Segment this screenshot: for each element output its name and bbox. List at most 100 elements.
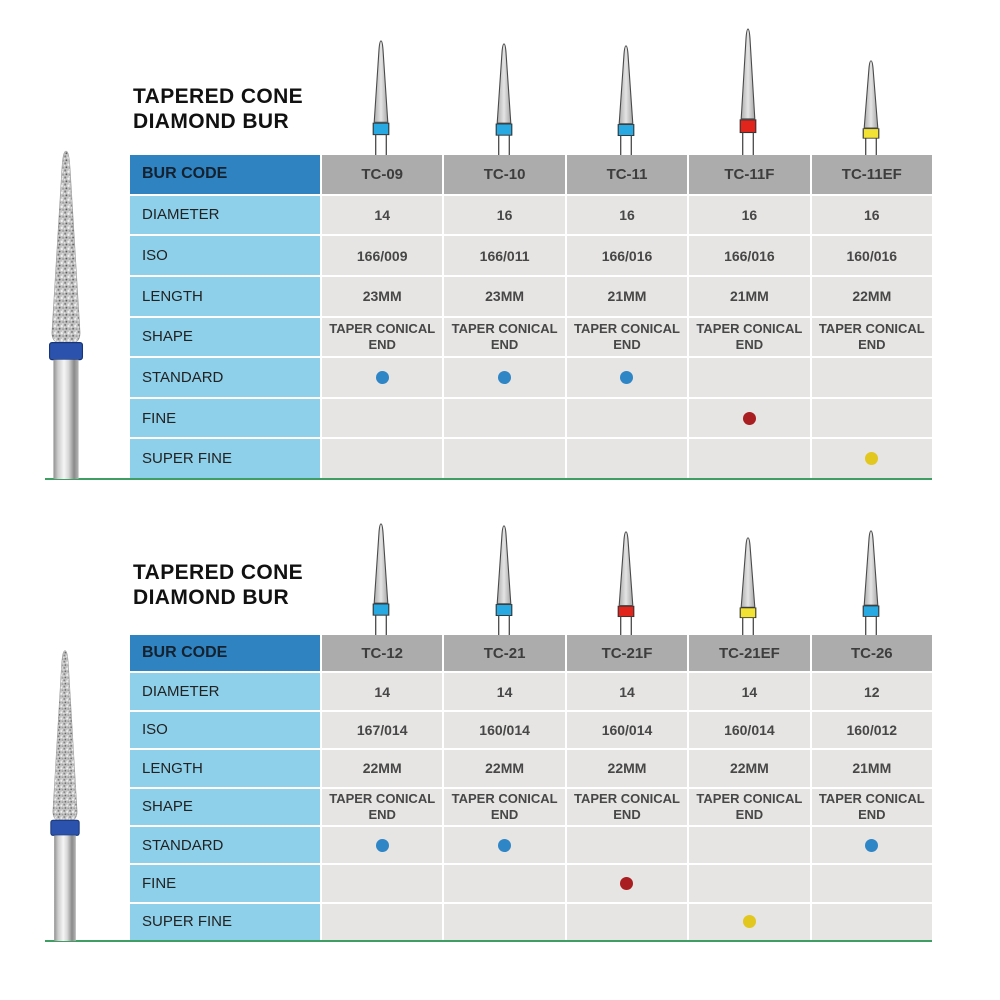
grade-cell (566, 439, 688, 478)
row-label-super-fine: SUPER FINE (130, 439, 320, 478)
spec-cell: 22MM (322, 750, 443, 787)
grade-dot (498, 838, 512, 852)
bur-icons-row (320, 0, 932, 155)
grade-cell (811, 826, 932, 864)
shape-cell: TAPER CONICAL END (444, 317, 565, 357)
grade-cell (322, 358, 443, 397)
row-label-diameter: DIAMETER (130, 673, 320, 710)
spec-cell: 16 (689, 195, 810, 235)
grade-cell (444, 398, 565, 438)
grade-cell (566, 358, 688, 397)
bur-icon-slot (810, 0, 932, 155)
grade-cell (689, 903, 810, 940)
grade-dot (865, 915, 878, 928)
spec-cell: 166/016 (689, 236, 810, 275)
grade-cell (566, 826, 688, 864)
spec-cell: 16 (811, 195, 932, 235)
row-label-diameter: DIAMETER (130, 195, 320, 235)
catalog-section-1: TAPERED CONE DIAMOND BUR (0, 0, 1000, 490)
spec-cell: 14 (322, 673, 443, 710)
grade-cell (444, 903, 565, 940)
title-line-1: TAPERED CONE (133, 561, 304, 584)
row-label-shape: SHAPE (130, 788, 320, 825)
spec-cell: 21MM (811, 750, 932, 787)
grade-cell (689, 826, 810, 864)
tapered-bur-icon (372, 40, 390, 155)
spec-cell: 22MM (689, 750, 810, 787)
grade-dot (865, 452, 879, 466)
grade-dot (376, 877, 389, 890)
row-label-length: LENGTH (130, 750, 320, 787)
grade-dot (498, 452, 511, 465)
shape-cell: TAPER CONICAL END (566, 317, 688, 357)
row-label-super-fine: SUPER FINE (130, 903, 320, 940)
grade-cell (566, 903, 688, 940)
bur-icon-slot (565, 490, 687, 635)
grade-cell (689, 865, 810, 902)
row-label-fine: FINE (130, 398, 320, 438)
grade-cell (811, 903, 932, 940)
grade-cell (566, 398, 688, 438)
product-title: TAPERED CONE DIAMOND BUR (133, 84, 303, 134)
grade-cell (811, 865, 932, 902)
spec-cell: 22MM (811, 276, 932, 316)
bur-icon-slot (442, 490, 564, 635)
spec-cell: 167/014 (322, 711, 443, 749)
spec-cell: 12 (811, 673, 932, 710)
row-label-bur-code: BUR CODE (130, 635, 320, 672)
grade-dot (865, 371, 878, 384)
title-line-1: TAPERED CONE (133, 85, 304, 108)
shape-cell: TAPER CONICAL END (811, 317, 932, 357)
bur-code-cell: TC-26 (811, 635, 932, 672)
grade-cell (322, 439, 443, 478)
row-label-length: LENGTH (130, 276, 320, 316)
row-label-bur-code: BUR CODE (130, 155, 320, 194)
grade-dot (743, 877, 756, 890)
grade-dot (620, 452, 633, 465)
grade-dot (498, 915, 511, 928)
spec-cell: 16 (566, 195, 688, 235)
bur-code-cell: TC-10 (444, 155, 565, 194)
bur-icon-slot (320, 490, 442, 635)
bur-icon-slot (565, 0, 687, 155)
grade-dot (742, 915, 756, 929)
grade-cell (689, 358, 810, 397)
row-label-fine: FINE (130, 865, 320, 902)
bur-icon-slot (687, 490, 809, 635)
shape-cell: TAPER CONICAL END (322, 317, 443, 357)
grade-dot (743, 452, 756, 465)
spec-table: BUR CODE TC-09 TC-10 TC-11 TC-11F TC-11E… (130, 155, 932, 478)
grade-cell (566, 865, 688, 902)
bur-icon-slot (442, 0, 564, 155)
grade-dot (620, 839, 633, 852)
bur-code-cell: TC-11 (566, 155, 688, 194)
grade-dot (865, 877, 878, 890)
spec-cell: 22MM (444, 750, 565, 787)
shape-cell: TAPER CONICAL END (444, 788, 565, 825)
tapered-bur-icon (862, 530, 880, 635)
title-line-2: DIAMOND BUR (133, 110, 290, 133)
spec-cell: 14 (689, 673, 810, 710)
grade-dot (376, 915, 389, 928)
grade-dot (743, 371, 756, 384)
catalog-section-2: TAPERED CONE DIAMOND BUR (0, 490, 1000, 1000)
tapered-bur-icon (495, 525, 512, 635)
grade-cell (689, 398, 810, 438)
row-label-standard: STANDARD (130, 358, 320, 397)
tapered-bur-icon (617, 45, 635, 155)
grade-cell (444, 439, 565, 478)
grade-cell (811, 358, 932, 397)
grade-dot (620, 915, 633, 928)
bur-code-cell: TC-11EF (811, 155, 932, 194)
bur-code-cell: TC-21EF (689, 635, 810, 672)
spec-cell: 166/016 (566, 236, 688, 275)
grade-dot (865, 838, 879, 852)
grade-dot (743, 839, 756, 852)
grade-dot (865, 412, 878, 425)
grade-cell (322, 865, 443, 902)
row-label-iso: ISO (130, 236, 320, 275)
tapered-bur-icon (617, 531, 635, 635)
spec-table: BUR CODE TC-12 TC-21 TC-21F TC-21EF TC-2… (130, 635, 932, 940)
spec-cell: 16 (444, 195, 565, 235)
spec-cell: 160/012 (811, 711, 932, 749)
